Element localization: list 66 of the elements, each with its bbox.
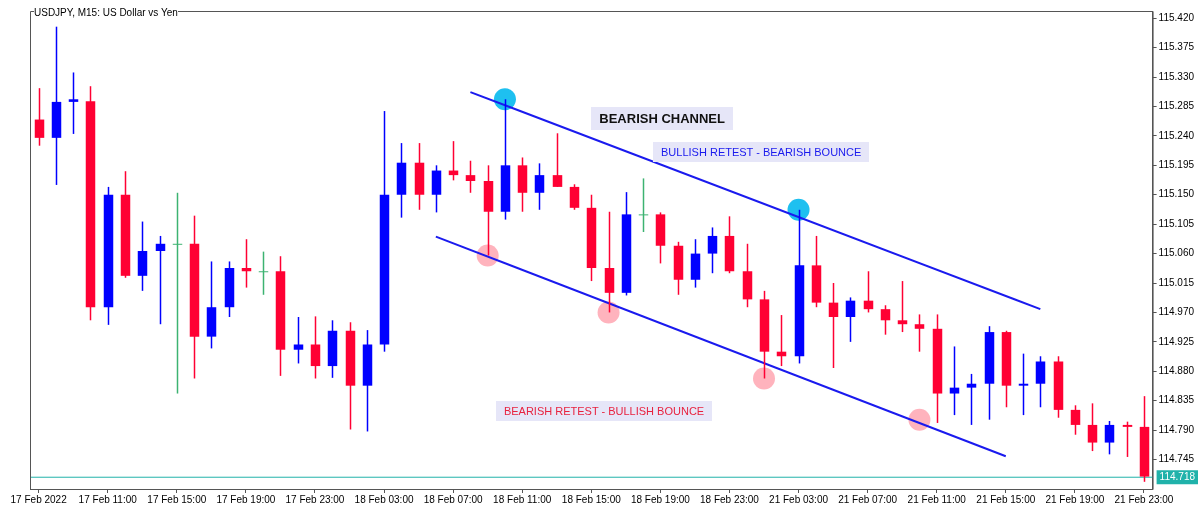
x-tick-label: 21 Feb 19:00 [1045,493,1105,505]
candlestick [949,345,960,416]
candlestick [914,313,925,353]
x-tick-label: 18 Feb 15:00 [561,493,622,505]
point [753,367,775,390]
y-tick-label: 114.880 [1158,365,1195,377]
y-tick-label: 115.105 [1158,217,1195,229]
annotation: BEARISH CHANNEL [591,106,733,130]
x-tick-label: 17 Feb 23:00 [285,493,345,505]
x-tick-label: 21 Feb 23:00 [1114,493,1174,505]
chart-title: USDJPY, M15: US Dollar vs Yen [34,7,178,18]
y-tick-label: 115.375 [1158,41,1195,53]
candlestick [310,315,321,380]
x-tick-label: 18 Feb 03:00 [354,493,414,505]
y-tick-label: 115.060 [1158,247,1195,259]
x-tick-label: 21 Feb 15:00 [976,493,1036,505]
candlestick [1087,402,1098,452]
annotation: BULLISH RETEST - BEARISH BOUNCE [653,142,870,163]
x-tick-label: 17 Feb 15:00 [147,493,207,505]
candlestick [172,192,183,395]
x-tick-label: 21 Feb 07:00 [838,493,898,505]
candlestick [258,250,269,296]
candlestick [1018,352,1029,416]
y-tick-label: 114.970 [1158,306,1195,318]
candlestick [1035,355,1046,409]
x-tick-label: 18 Feb 11:00 [493,493,552,505]
x-tick-label: 21 Feb 03:00 [769,493,829,505]
candlestick [534,162,545,211]
candlestick [707,226,718,274]
y-tick-label: 114.745 [1158,453,1195,465]
candlestick [638,177,649,233]
annotation: BEARISH RETEST - BULLISH BOUNCE [495,400,713,421]
candlestick [155,235,166,325]
x-tick-label: 17 Feb 11:00 [78,493,138,505]
candlestick [465,159,476,194]
y-tick-label: 114.835 [1158,394,1195,406]
candlestick [569,183,580,211]
point [597,301,620,324]
x-tick-label: 17 Feb 19:00 [216,493,276,505]
candlestick [966,373,977,426]
candlestick [293,316,304,365]
y-tick-label: 114.790 [1158,423,1195,435]
y-tick-label: 115.150 [1158,188,1195,200]
y-tick-label: 114.925 [1158,335,1195,347]
candlestick [552,132,563,188]
x-tick-label: 17 Feb 2022 [10,493,68,505]
ref-line-label: 114.718 [1159,470,1196,482]
y-tick-label: 115.195 [1158,159,1195,171]
candlestick [68,71,79,135]
x-tick-label: 18 Feb 19:00 [630,493,691,505]
candlestick [1070,404,1081,436]
y-tick-label: 115.240 [1158,129,1195,141]
y-tick-label: 115.015 [1158,276,1195,288]
x-tick-label: 21 Feb 11:00 [907,493,967,505]
candlestick [828,282,839,369]
candlestick [34,87,45,147]
candlestick [845,296,856,343]
y-tick-label: 115.420 [1158,11,1195,23]
candlestick [897,280,908,333]
x-tick-label: 18 Feb 07:00 [423,493,484,505]
candlestick [880,304,891,336]
candlestick [1104,420,1115,456]
y-tick-label: 115.285 [1158,100,1195,112]
x-tick-label: 18 Feb 23:00 [699,493,760,505]
y-tick-label: 115.330 [1158,70,1195,82]
candlestick [1122,420,1133,458]
